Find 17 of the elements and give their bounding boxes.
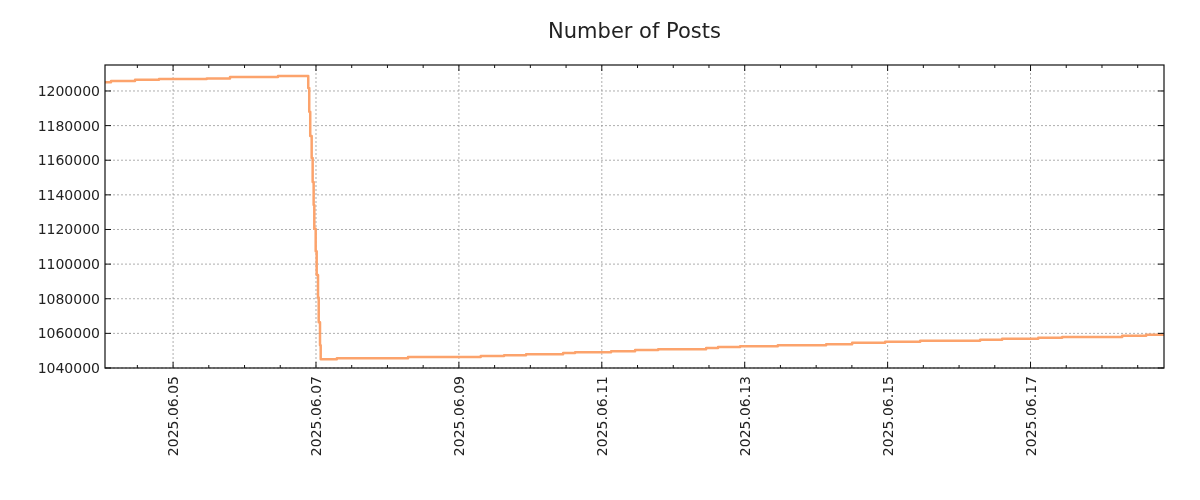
y-tick-label: 1200000 [37,82,100,99]
y-tick-label: 1140000 [37,186,100,203]
x-tick-label: 2025.06.13 [736,376,753,457]
x-tick-label: 2025.06.17 [1022,376,1039,457]
x-tick-label: 2025.06.11 [593,376,610,457]
x-tick-label: 2025.06.09 [450,376,467,457]
y-tick-label: 1120000 [37,221,100,238]
y-tick-label: 1180000 [37,117,100,134]
x-tick-label: 2025.06.05 [165,376,182,457]
y-tick-label: 1040000 [37,360,100,376]
x-tick-label: 2025.06.07 [307,376,324,457]
y-tick-label: 1100000 [37,256,100,273]
y-tick-label: 1080000 [37,290,100,307]
y-tick-label: 1160000 [37,152,100,169]
chart-title: Number of Posts [548,19,721,43]
x-tick-label: 2025.06.15 [879,376,896,457]
y-tick-label: 1060000 [37,325,100,342]
